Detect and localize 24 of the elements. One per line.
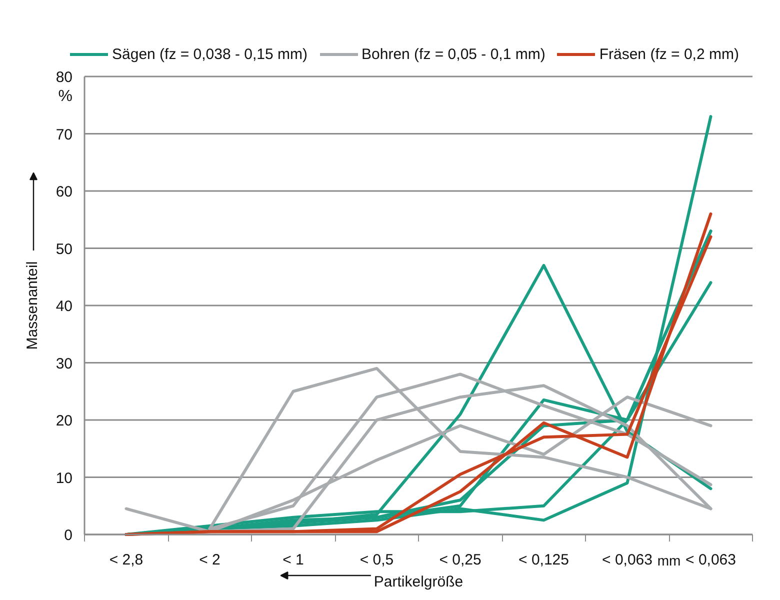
x-tick-label: < 0,5 — [360, 552, 394, 568]
y-tick-label: 80 — [56, 69, 73, 86]
x-tick-label: < 2,8 — [109, 552, 144, 568]
legend-label: Bohren (fz = 0,05 - 0,1 mm) — [362, 46, 546, 62]
y-tick-label: 70 — [56, 126, 73, 144]
y-tick-label: 40 — [56, 298, 73, 315]
y-tick-label: 10 — [56, 470, 73, 487]
x-tick-label: < 0,063 — [686, 552, 736, 568]
x-tick-label: < 0,063 — [602, 552, 652, 568]
legend-label: Sägen (fz = 0,038 - 0,15 mm) — [112, 46, 308, 62]
x-tick-label: < 1 — [282, 552, 304, 568]
y-axis-title: Massenanteil — [24, 261, 41, 350]
y-tick-label: 20 — [56, 412, 73, 430]
text: mm — [657, 552, 681, 568]
y-tick-label: 50 — [56, 240, 73, 258]
y-tick-label: 0 — [64, 527, 72, 544]
x-tick-label: < 0,25 — [439, 552, 482, 568]
y-tick-label: 30 — [56, 355, 73, 372]
x-tick-label: < 0,125 — [518, 552, 569, 568]
y-tick-label: 60 — [56, 184, 73, 200]
x-tick-label: < 2 — [199, 552, 220, 568]
x-axis-title: Partikelgröße — [374, 574, 464, 590]
legend-label: Fräsen (fz = 0,2 mm) — [599, 46, 739, 62]
text: % — [58, 88, 73, 105]
